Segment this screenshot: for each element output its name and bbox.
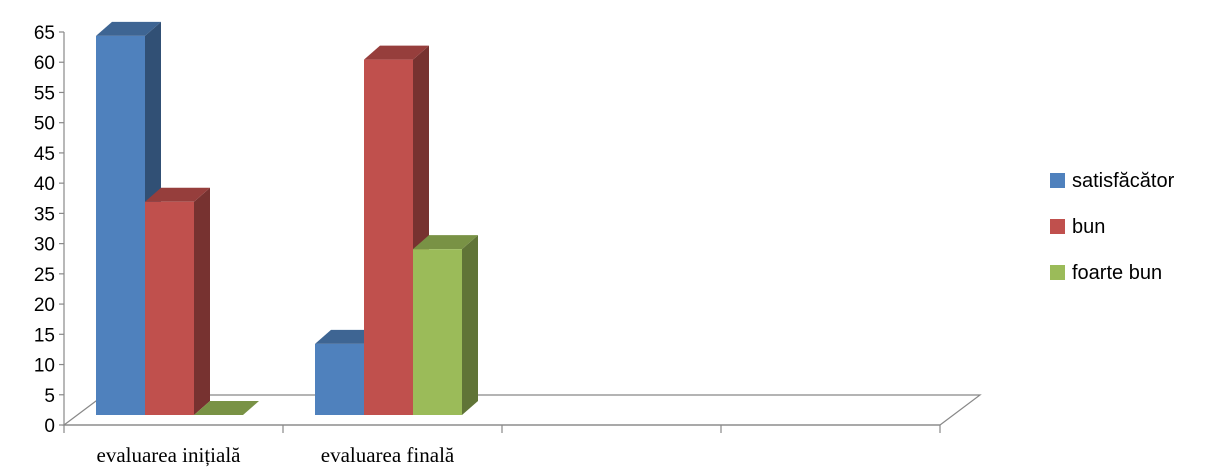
y-tick-label: 20: [34, 295, 55, 316]
bar-front: [145, 201, 194, 415]
y-tick-label: 15: [34, 325, 55, 346]
legend-item-3: foarte bun: [1050, 262, 1162, 284]
bar-front: [315, 343, 364, 415]
y-tick-label: 50: [34, 114, 55, 135]
y-tick-label: 30: [34, 235, 55, 256]
y-tick-label: 60: [34, 53, 55, 74]
y-tick-label: 0: [44, 416, 55, 437]
legend-label: bun: [1072, 216, 1105, 238]
legend-swatch: [1050, 219, 1065, 234]
y-tick-label: 5: [44, 386, 55, 407]
x-category-label: evaluarea inițială: [97, 443, 242, 467]
legend-item-1: satisfăcător: [1050, 170, 1175, 192]
bar-3-cat-1: [194, 401, 259, 415]
y-tick-label: 25: [34, 265, 55, 286]
bar-top: [413, 235, 478, 250]
y-tick-label: 10: [34, 356, 55, 377]
bar-front: [413, 249, 462, 415]
y-tick-label: 35: [34, 204, 55, 225]
legend-swatch: [1050, 173, 1065, 188]
legend-label: satisfăcător: [1072, 170, 1175, 192]
bar-front: [96, 35, 145, 416]
bar-top: [315, 329, 380, 344]
bar-top: [145, 187, 210, 202]
x-category-label: evaluarea finală: [321, 443, 455, 467]
legend-swatch: [1050, 265, 1065, 280]
legend-item-2: bun: [1050, 216, 1105, 238]
y-tick-label: 55: [34, 83, 55, 104]
y-tick-label: 45: [34, 144, 55, 165]
y-tick-label: 40: [34, 174, 55, 195]
legend-label: foarte bun: [1072, 262, 1162, 284]
bar-top: [364, 45, 429, 60]
y-tick-label: 65: [34, 23, 55, 44]
bar-3-cat-2: [413, 235, 478, 415]
bar-side: [194, 187, 210, 415]
bar-top: [194, 401, 259, 415]
bar-2-cat-1: [145, 187, 210, 415]
bar-top: [96, 21, 161, 36]
bar-front: [364, 59, 413, 415]
bar-side: [462, 235, 478, 415]
